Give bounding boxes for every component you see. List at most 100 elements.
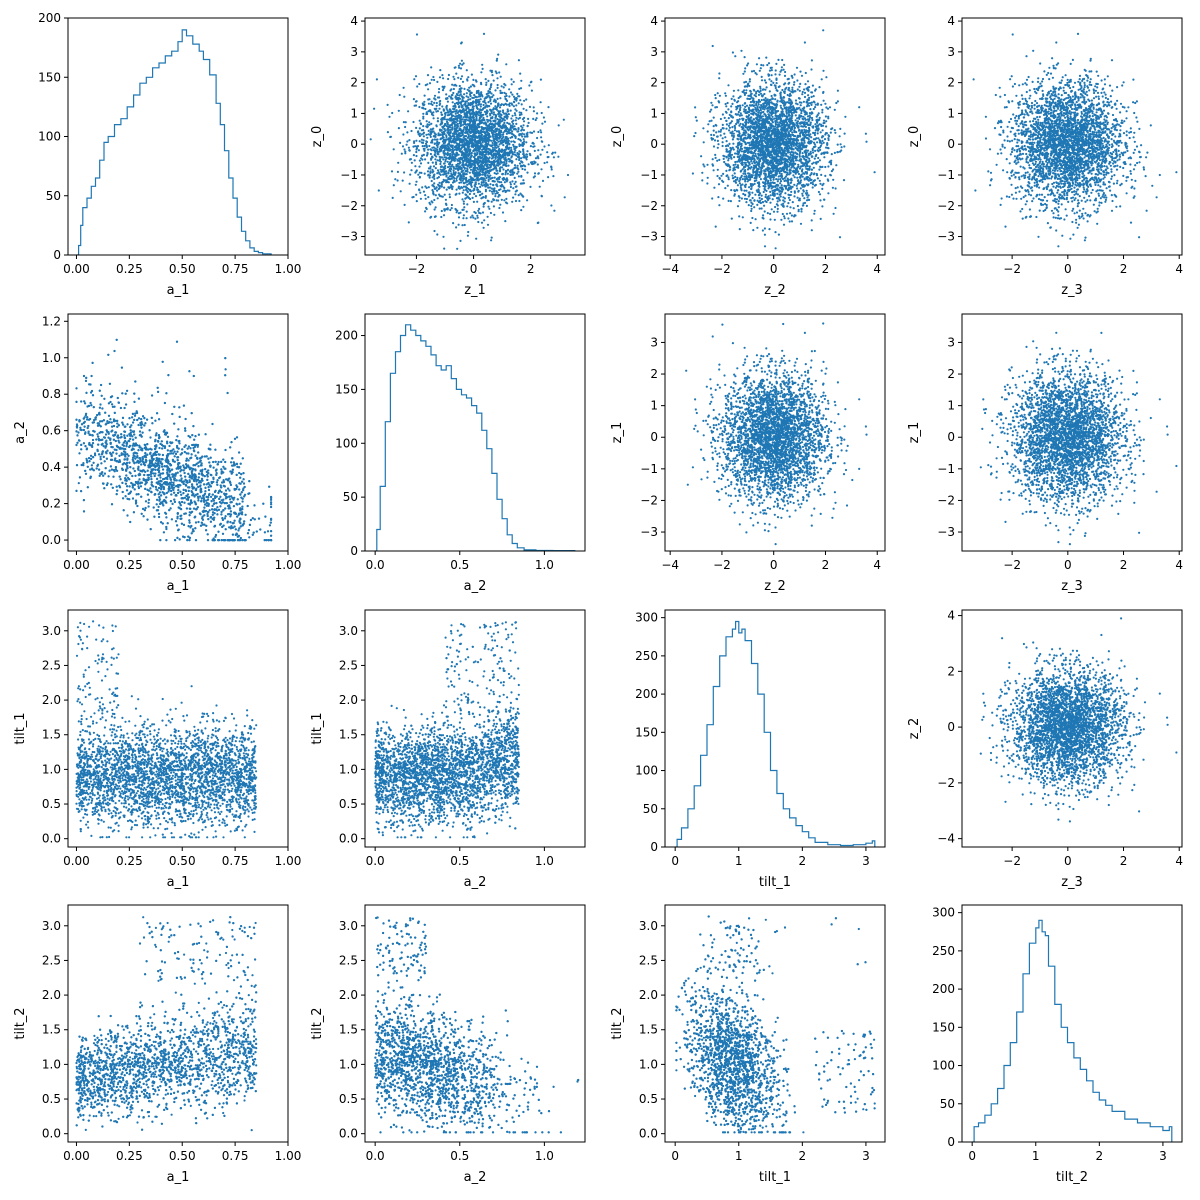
scatter-point: [428, 121, 431, 124]
scatter-point: [494, 135, 497, 138]
scatter-point: [483, 201, 486, 205]
scatter-point: [417, 133, 420, 136]
scatter-point: [422, 125, 425, 128]
scatter-point: [491, 74, 494, 77]
scatter-point: [415, 154, 418, 158]
scatter-point: [465, 153, 468, 156]
scatter-point: [710, 133, 713, 136]
scatter-point: [482, 177, 485, 180]
scatter-point: [694, 116, 697, 119]
x-tick-label: 2: [527, 262, 535, 276]
scatter-point: [498, 167, 501, 170]
scatter-point: [467, 76, 470, 79]
scatter-point: [455, 101, 458, 105]
scatter-point: [490, 92, 493, 95]
scatter-point: [483, 138, 486, 141]
scatter-point: [810, 103, 813, 106]
scatter-point: [415, 193, 418, 196]
scatter-point: [515, 122, 518, 125]
scatter-point: [514, 119, 517, 122]
scatter-point: [516, 172, 519, 175]
scatter-point: [440, 181, 444, 184]
scatter-point: [477, 179, 480, 182]
scatter-point: [487, 179, 490, 182]
scatter-point: [513, 167, 516, 170]
scatter-point: [421, 154, 424, 157]
scatter-point: [461, 118, 464, 121]
scatter-point: [530, 131, 534, 134]
scatter-point: [802, 100, 806, 103]
scatter-point: [449, 109, 452, 112]
scatter-point: [457, 169, 460, 172]
scatter-point: [408, 182, 411, 185]
scatter-point: [455, 132, 458, 135]
scatter-point: [480, 133, 484, 136]
scatter-point: [790, 150, 793, 154]
scatter-point: [761, 201, 765, 204]
scatter-point: [504, 124, 507, 127]
scatter-point: [813, 209, 816, 212]
scatter-point: [436, 138, 439, 141]
scatter-point: [444, 167, 447, 170]
scatter-point: [801, 152, 804, 155]
scatter-point: [460, 151, 463, 154]
scatter-point: [724, 94, 728, 97]
scatter-point: [479, 137, 482, 140]
scatter-point: [459, 93, 462, 96]
scatter-point: [510, 155, 513, 158]
scatter-point: [457, 90, 460, 93]
scatter-point: [489, 114, 492, 117]
scatter-point: [448, 196, 451, 199]
scatter-point: [479, 114, 482, 117]
scatter-point: [511, 114, 514, 117]
scatter-point: [489, 183, 492, 186]
scatter-point: [427, 148, 430, 151]
scatter-point: [445, 208, 448, 211]
scatter-point: [455, 188, 458, 191]
scatter-point: [519, 99, 522, 102]
scatter-point: [496, 122, 499, 125]
scatter-point: [475, 115, 478, 118]
scatter-point: [422, 147, 425, 150]
scatter-point: [515, 154, 518, 157]
scatter-point: [456, 175, 459, 178]
scatter-point: [432, 75, 435, 79]
scatter-point: [476, 188, 479, 191]
scatter-point: [444, 138, 447, 141]
scatter-point: [449, 140, 452, 143]
scatter-point: [464, 193, 467, 196]
scatter-point: [735, 130, 739, 133]
scatter-point: [418, 140, 421, 143]
axes-frame: [364, 17, 586, 256]
scatter-point: [521, 118, 525, 121]
scatter-point: [441, 140, 445, 143]
scatter-point: [465, 186, 468, 189]
scatter-point: [447, 125, 450, 129]
scatter-point: [823, 138, 827, 141]
scatter-point: [733, 166, 736, 169]
scatter-point: [772, 81, 775, 84]
scatter-point: [465, 170, 468, 173]
scatter-point: [713, 139, 717, 142]
scatter-point: [801, 194, 804, 197]
scatter-point: [415, 139, 418, 142]
scatter-point: [461, 98, 464, 101]
scatter-point: [426, 152, 429, 155]
scatter-point: [523, 140, 526, 143]
scatter-point: [457, 98, 460, 101]
scatter-point: [787, 196, 791, 199]
scatter-point: [510, 83, 513, 86]
scatter-point: [509, 183, 512, 186]
scatter-point: [433, 78, 436, 82]
scatter-point: [407, 110, 410, 113]
scatter-point: [469, 156, 472, 159]
scatter-point: [739, 177, 742, 180]
scatter-point: [429, 148, 432, 151]
scatter-point: [746, 141, 750, 144]
scatter-point: [821, 205, 824, 208]
scatter-point: [525, 153, 529, 156]
scatter-point: [445, 106, 448, 109]
scatter-point: [466, 126, 469, 129]
scatter-point: [462, 155, 465, 158]
scatter-point: [543, 120, 547, 123]
